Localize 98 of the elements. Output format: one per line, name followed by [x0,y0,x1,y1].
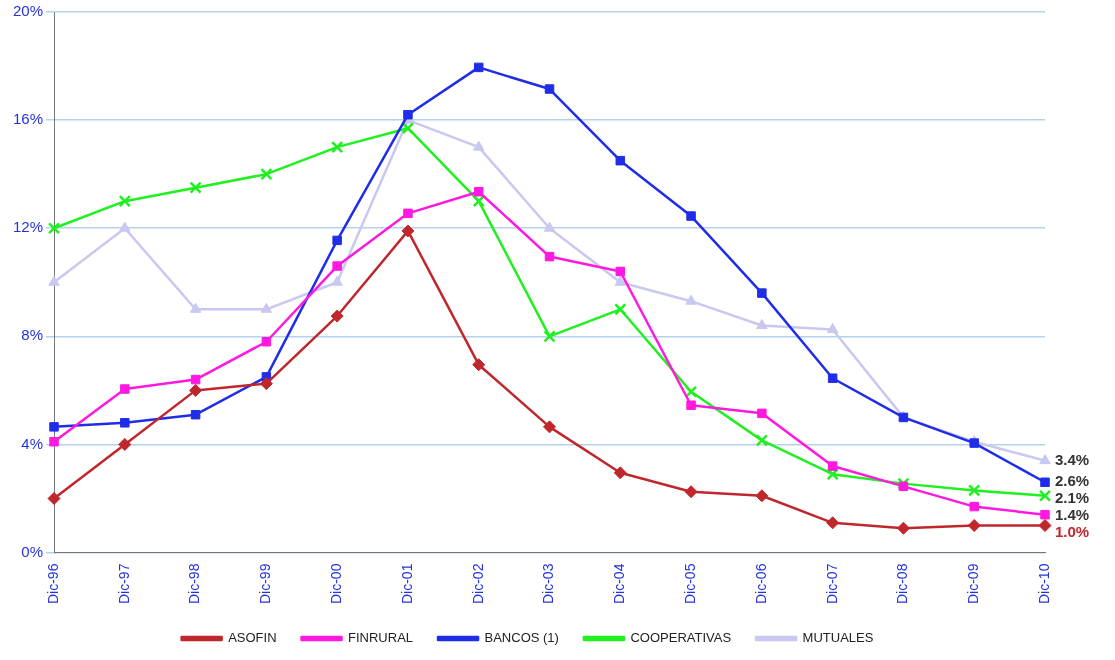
x-tick-label: Dic-05 [681,563,698,605]
point [686,400,696,410]
point [118,194,132,208]
point [967,519,981,533]
x-tick-label: Dic-97 [115,563,132,605]
point [757,288,767,298]
point [615,266,626,277]
x-tick-label: Dic-98 [186,563,203,605]
point [332,235,342,246]
point [544,251,555,262]
point [189,302,202,313]
point [120,418,130,428]
point [615,155,626,166]
point [614,303,627,316]
point [49,436,59,447]
x-tick-label: Dic-00 [328,563,345,605]
point [827,461,838,471]
data-label: 2.6% [1055,472,1090,490]
point [473,186,484,197]
point [1039,454,1051,465]
point [685,294,697,305]
x-tick-label: Dic-99 [257,563,274,605]
legend-label: COOPERATIVAS [630,630,732,646]
point [401,224,415,238]
point [401,122,415,135]
point [684,485,698,499]
data-label: 2.1% [1055,489,1090,507]
legend-label: FINRURAL [348,630,414,646]
point [1040,477,1050,488]
point [686,211,696,221]
y-tick-label: 20% [12,2,44,20]
x-tick-label: Dic-08 [894,563,911,605]
x-tick-label: Dic-04 [611,563,628,605]
point [684,385,698,398]
point [826,323,839,334]
point [190,409,201,420]
legend-label: BANCOS (1) [484,630,559,646]
point [119,221,131,232]
point [261,336,272,347]
legend-label: ASOFIN [228,630,277,646]
point [330,140,344,154]
y-tick-label: 8% [21,326,44,344]
point [755,434,769,447]
point [472,194,485,208]
point [969,501,979,512]
point [1038,489,1052,502]
point [757,408,767,419]
x-tick-label: Dic-10 [1035,563,1052,605]
point [472,358,486,372]
point [543,330,556,343]
data-label: 1.0% [1055,523,1090,541]
point [827,373,838,383]
point [189,383,203,397]
point [968,484,981,497]
y-tick-label: 0% [21,542,44,560]
point [826,467,839,481]
y-tick-label: 4% [21,434,44,452]
x-tick-label: Dic-06 [752,563,769,605]
x-tick-label: Dic-96 [44,563,61,605]
x-tick-label: Dic-07 [823,563,840,605]
point [403,208,413,219]
point [49,422,59,432]
point [896,521,910,535]
point [1038,519,1052,533]
point [120,384,130,394]
point [473,62,484,73]
data-label: 1.4% [1055,506,1090,524]
data-label: 3.4% [1055,450,1090,468]
point [544,84,555,94]
point [331,275,343,286]
point [189,181,202,194]
point [898,481,909,492]
point [755,489,769,503]
point [613,466,627,480]
point [118,437,132,451]
x-tick-label: Dic-01 [398,563,415,605]
point [48,275,60,286]
point [260,302,273,313]
point [330,309,344,323]
y-tick-label: 16% [12,110,44,128]
point [332,261,342,271]
point [190,374,201,385]
point [473,140,485,151]
point [614,275,626,286]
x-tick-label: Dic-09 [965,563,982,605]
point [403,109,413,120]
point [47,491,61,505]
legend-label: MUTUALES [802,630,874,646]
point [826,516,840,530]
point [543,420,557,434]
point [543,221,556,232]
point [259,377,273,391]
y-tick-label: 12% [12,218,44,236]
point [260,167,273,181]
point [756,319,768,330]
point [1040,509,1050,520]
x-tick-label: Dic-02 [469,563,486,605]
x-tick-label: Dic-03 [540,563,557,605]
